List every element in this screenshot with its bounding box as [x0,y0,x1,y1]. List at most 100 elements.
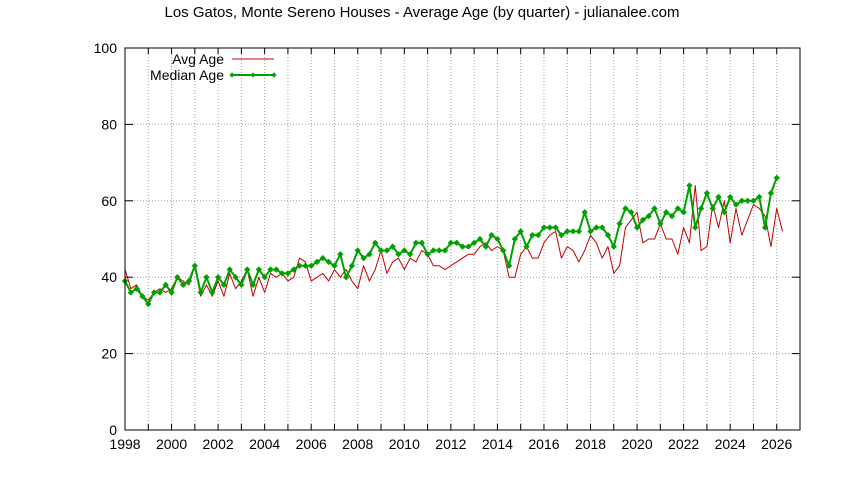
data-point-median-age [529,232,536,239]
data-point-median-age [395,251,402,258]
data-point-median-age [575,228,583,235]
data-point-median-age [721,209,728,216]
data-point-median-age [668,212,676,220]
data-point-median-age [145,300,152,308]
data-point-median-age [284,270,292,277]
data-point-median-age [296,262,303,269]
x-tick-label: 2006 [296,436,327,452]
data-point-median-age [436,247,443,254]
data-point-median-age [744,197,751,204]
data-point-median-age [337,251,344,258]
data-point-median-age [226,266,233,273]
data-point-median-age [534,232,542,239]
data-point-median-age [756,193,763,201]
data-point-median-age [773,174,780,182]
data-point-median-age [290,266,297,273]
legend-label-median-age: Median Age [150,67,224,83]
data-point-median-age [645,212,652,220]
data-point-median-age [604,232,612,239]
data-point-median-age [680,209,687,216]
data-point-median-age [342,274,350,281]
data-point-median-age [331,262,338,269]
axis-ticks: 0 20 40 60 80 100 1998 2000 2002 2004 2006 2008 2010… [94,40,801,452]
y-tick-label: 80 [101,116,117,132]
data-point-median-age [278,270,286,277]
data-point-median-age [214,274,222,281]
data-point-median-age [470,239,478,246]
data-point-median-age [430,247,437,254]
data-point-median-age [406,251,414,258]
legend-marker-median-age [229,72,235,78]
series-layer [121,174,784,308]
x-tick-label: 2014 [482,436,513,452]
data-point-median-age [127,289,134,296]
data-point-median-age [267,266,274,273]
data-point-median-age [761,224,769,231]
y-tick-label: 100 [94,40,118,56]
data-point-median-age [401,247,408,254]
data-point-median-age [633,224,641,231]
data-point-median-age [465,243,472,250]
x-tick-label: 2012 [435,436,466,452]
x-tick-label: 2016 [528,436,559,452]
data-point-median-age [476,235,484,243]
data-point-median-age [750,197,757,204]
y-tick-label: 60 [101,193,117,209]
data-point-median-age [546,224,553,231]
data-point-median-age [424,251,431,258]
data-point-median-age [191,262,198,269]
data-point-median-age [180,281,187,289]
data-point-median-age [540,224,548,231]
data-point-median-age [500,247,507,254]
data-point-median-age [651,205,658,212]
data-point-median-age [168,289,175,296]
data-point-median-age [697,205,705,212]
series-avg-age [124,185,784,301]
x-tick-label: 2020 [621,436,652,452]
data-point-median-age [412,239,420,246]
x-tick-label: 2002 [203,436,234,452]
data-point-median-age [383,247,391,254]
series-median-age [121,174,780,308]
series-line-avg-age [124,185,784,301]
data-point-median-age [150,289,158,296]
data-point-median-age [558,232,565,239]
data-point-median-age [488,232,495,239]
x-tick-label: 2022 [668,436,699,452]
data-point-median-age [372,239,379,246]
data-point-median-age [348,262,356,269]
data-point-median-age [162,281,169,289]
data-point-median-age [156,289,164,296]
data-point-median-age [709,205,716,212]
data-point-median-age [767,189,775,197]
data-point-median-age [587,228,594,235]
data-point-median-age [354,247,361,254]
plot-frame [124,47,801,431]
data-point-median-age [686,182,693,189]
data-point-median-age [302,262,309,269]
x-tick-label: 2000 [156,436,187,452]
data-point-median-age [255,266,263,273]
data-point-median-age [738,197,745,204]
data-point-median-age [715,193,722,201]
data-point-median-age [197,289,204,296]
data-point-median-age [628,209,635,216]
chart-title: Los Gatos, Monte Sereno Houses - Average… [164,4,680,21]
data-point-median-age [185,277,193,285]
data-point-median-age [610,243,617,250]
x-tick-label: 1998 [109,436,140,452]
data-point-median-age [523,243,530,250]
data-point-median-age [622,205,629,212]
data-point-median-age [418,239,425,246]
y-tick-label: 20 [101,346,117,362]
x-tick-label: 2018 [575,436,606,452]
data-point-median-age [313,258,321,266]
data-point-median-age [564,228,571,235]
data-point-median-age [232,274,239,281]
data-point-median-age [657,220,664,227]
data-point-median-age [674,205,681,212]
data-point-median-age [209,289,216,296]
data-point-median-age [616,220,623,227]
data-point-median-age [360,254,367,262]
